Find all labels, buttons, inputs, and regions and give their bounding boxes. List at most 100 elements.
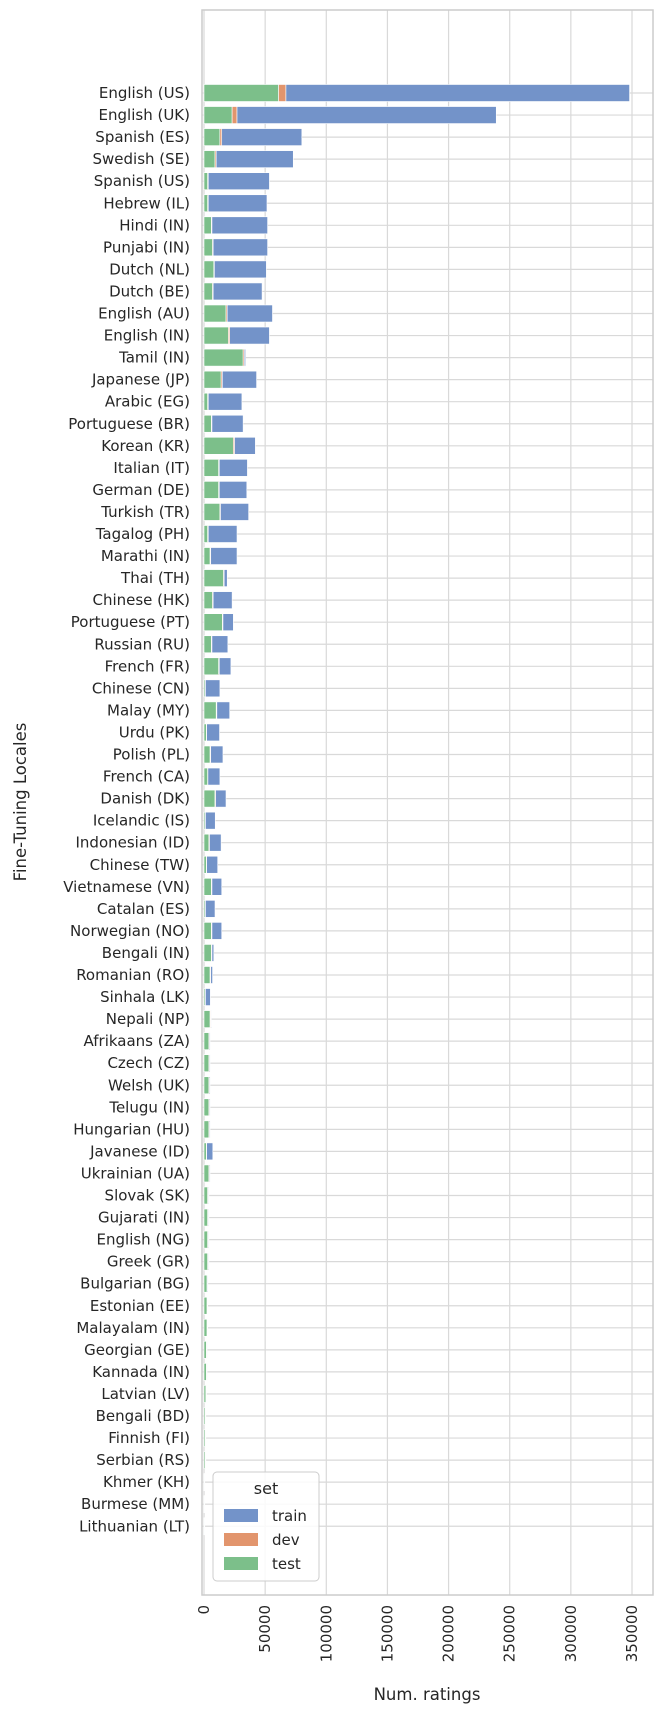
x-axis-title: Num. ratings bbox=[374, 1685, 481, 1704]
y-tick-label: Georgian (GE) bbox=[84, 1341, 190, 1359]
bar-test bbox=[203, 150, 216, 168]
y-tick-label: Chinese (TW) bbox=[90, 856, 190, 874]
bar-train bbox=[211, 922, 223, 940]
bar-test bbox=[203, 1076, 210, 1095]
y-tick-label: Burmese (MM) bbox=[81, 1495, 190, 1513]
bar-train bbox=[211, 635, 229, 654]
y-tick-label: Dutch (NL) bbox=[109, 260, 190, 278]
bar-test bbox=[203, 436, 234, 455]
bar-train bbox=[207, 1274, 209, 1293]
bar-train bbox=[215, 789, 227, 808]
bar-test bbox=[203, 855, 207, 874]
bar-train bbox=[236, 106, 497, 124]
bar-train bbox=[285, 84, 630, 102]
bar-train bbox=[207, 1208, 210, 1227]
bar-test bbox=[203, 106, 233, 124]
bar-train bbox=[215, 150, 294, 168]
bar-train bbox=[207, 392, 243, 411]
bar-train bbox=[216, 701, 230, 720]
bar-train bbox=[206, 855, 218, 874]
legend-frame bbox=[212, 1471, 320, 1582]
y-tick-label: Marathi (IN) bbox=[101, 547, 190, 565]
y-tick-label: Hungarian (HU) bbox=[73, 1120, 190, 1138]
bar-test bbox=[203, 1120, 210, 1139]
bar-train bbox=[205, 811, 216, 830]
legend-title: set bbox=[254, 1479, 278, 1498]
x-tick-label: 50000 bbox=[256, 1605, 274, 1653]
bar-test bbox=[203, 569, 224, 587]
bar-test bbox=[203, 525, 208, 543]
y-tick-label: Catalan (ES) bbox=[97, 900, 190, 918]
x-tick-label: 250000 bbox=[501, 1605, 519, 1662]
bar-train bbox=[223, 569, 228, 587]
bar-train bbox=[207, 1252, 210, 1271]
y-tick-label: Bulgarian (BG) bbox=[80, 1275, 190, 1293]
bar-test bbox=[203, 657, 219, 676]
bar-train bbox=[207, 172, 270, 190]
bar-train bbox=[209, 833, 222, 852]
y-tick-label: Vietnamese (VN) bbox=[63, 878, 190, 896]
y-tick-label: Gujarati (IN) bbox=[98, 1209, 190, 1227]
y-tick-label: Khmer (KH) bbox=[103, 1473, 190, 1491]
bar-train bbox=[211, 944, 215, 962]
bar-test bbox=[203, 348, 244, 367]
bar-train bbox=[210, 547, 238, 565]
bar-train bbox=[221, 128, 303, 146]
y-tick-label: Indonesian (ID) bbox=[76, 834, 191, 852]
y-tick-label: Bengali (BD) bbox=[96, 1407, 190, 1425]
bar-test bbox=[203, 1032, 210, 1050]
bar-train bbox=[209, 1120, 211, 1139]
y-tick-label: Telugu (IN) bbox=[108, 1098, 190, 1116]
bar-train bbox=[207, 1230, 210, 1249]
y-tick-label: Finnish (FI) bbox=[108, 1429, 190, 1447]
bar-train bbox=[212, 591, 233, 609]
plot-frame bbox=[201, 9, 654, 1596]
y-tick-label: Swedish (SE) bbox=[93, 150, 191, 168]
grid-layer bbox=[202, 10, 653, 1595]
y-tick-label: Thai (TH) bbox=[120, 569, 190, 587]
y-tick-label: French (FR) bbox=[105, 657, 190, 675]
bar-test bbox=[203, 701, 217, 720]
bar-test bbox=[203, 1142, 207, 1161]
y-axis-title: Fine-Tuning Locales bbox=[11, 723, 30, 882]
bar-test bbox=[203, 1098, 210, 1117]
y-tick-label: Chinese (CN) bbox=[92, 679, 190, 697]
bar-train bbox=[222, 370, 257, 389]
bar-test bbox=[203, 282, 213, 301]
y-tick-label: Hindi (IN) bbox=[119, 216, 190, 234]
bar-test bbox=[203, 1274, 208, 1293]
legend-label-dev: dev bbox=[272, 1531, 300, 1549]
bar-train bbox=[214, 260, 267, 279]
bar-test bbox=[203, 1296, 208, 1315]
y-tick-label: English (IN) bbox=[104, 327, 190, 345]
bar-train bbox=[210, 1010, 212, 1028]
legend-label-test: test bbox=[272, 1555, 301, 1573]
legend-swatch-train bbox=[224, 1509, 258, 1522]
x-tick-label: 200000 bbox=[440, 1605, 458, 1662]
bar-train bbox=[209, 1054, 211, 1072]
bar-train bbox=[212, 238, 268, 257]
bar-test bbox=[203, 767, 208, 786]
bar-test bbox=[203, 745, 211, 764]
y-tick-label: Russian (RU) bbox=[94, 635, 190, 653]
y-tick-label: Greek (GR) bbox=[107, 1253, 190, 1271]
y-tick-label: Spanish (US) bbox=[94, 172, 190, 190]
bar-test bbox=[203, 723, 207, 742]
y-tick-label: Polish (PL) bbox=[113, 746, 190, 764]
bars-layer bbox=[203, 84, 630, 1536]
bar-test bbox=[203, 238, 213, 257]
y-tick-labels: English (US) English (UK) Spanish (ES) Swed… bbox=[63, 84, 190, 1535]
y-tick-label: English (UK) bbox=[99, 106, 190, 124]
y-tick-label: English (NG) bbox=[97, 1231, 190, 1249]
bar-train bbox=[209, 1032, 211, 1050]
bar-test bbox=[203, 944, 212, 962]
bar-test bbox=[203, 966, 211, 984]
y-tick-label: Tagalog (PH) bbox=[95, 525, 190, 543]
bar-train bbox=[244, 348, 246, 367]
y-tick-label: Afrikaans (ZA) bbox=[84, 1032, 190, 1050]
bar-test bbox=[203, 194, 208, 213]
bar-train bbox=[209, 1076, 211, 1095]
legend-entries: train dev test bbox=[224, 1507, 307, 1573]
y-tick-label: Hebrew (IL) bbox=[103, 194, 190, 212]
y-tick-label: Serbian (RS) bbox=[96, 1451, 190, 1469]
